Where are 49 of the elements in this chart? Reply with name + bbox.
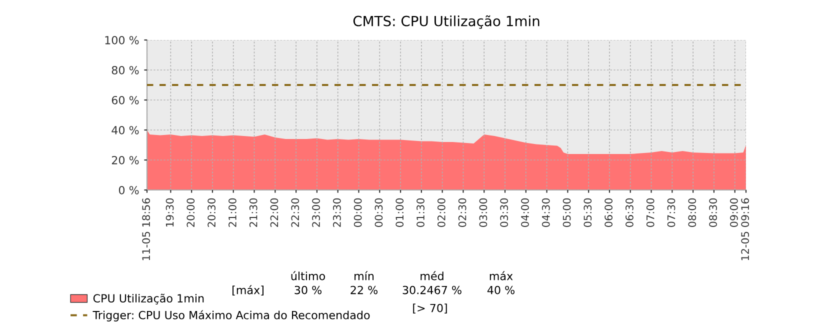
x-tick-label: 04:30 — [542, 198, 550, 227]
x-tick-label: 20:00 — [186, 198, 195, 227]
text: último — [291, 271, 325, 280]
text: 30.2467 % — [402, 286, 462, 294]
x-tick-label: 01:00 — [396, 198, 404, 227]
x-tick-label: 02:00 — [437, 198, 446, 227]
x-tick-label: 11-05 18:56 — [142, 198, 150, 260]
chart-title: CMTS: CPU Utilização 1min — [353, 15, 540, 29]
x-tick-label: 03:30 — [500, 198, 508, 227]
y-tick-label: 40 % — [112, 126, 139, 134]
x-tick-label: 06:00 — [604, 198, 613, 227]
x-tick-label: 04:00 — [521, 198, 529, 227]
x-tick-label: 05:30 — [584, 198, 592, 227]
text: [máx] — [232, 285, 264, 296]
x-tick-label: 21:30 — [249, 198, 258, 227]
y-tick-label: 0 % — [118, 186, 139, 194]
text: méd — [420, 271, 444, 280]
text: máx — [490, 271, 513, 280]
x-tick-label: 00:30 — [374, 198, 383, 227]
x-tick-label: 00:00 — [354, 198, 362, 227]
x-tick-label: 05:00 — [562, 198, 571, 227]
x-tick-label: 08:00 — [688, 198, 696, 227]
x-tick-label: 20:30 — [208, 198, 216, 227]
text: mín — [354, 271, 374, 280]
x-tick-label: 07:30 — [667, 198, 676, 227]
text: 40 % — [487, 286, 514, 294]
x-tick-label: 09:00 — [730, 198, 738, 227]
text: [> 70] — [413, 304, 447, 314]
x-tick-label: 01:30 — [416, 198, 424, 227]
legend-label: Trigger: CPU Uso Máximo Acima do Recomendado — [92, 310, 370, 322]
x-tick-label: 07:00 — [646, 198, 654, 227]
x-tick-label: 22:30 — [291, 198, 300, 227]
x-tick-label: 08:30 — [709, 198, 717, 227]
x-tick-label: 19:30 — [166, 198, 174, 227]
x-tick-label: 12-05 09:16 — [741, 198, 750, 260]
y-tick-label: 80 % — [112, 66, 139, 74]
x-tick-label: 21:00 — [228, 198, 236, 227]
x-tick-label: 23:00 — [312, 198, 320, 227]
x-tick-label: 22:00 — [270, 198, 278, 227]
y-tick-label: 100 % — [105, 36, 139, 44]
text: 30 % — [294, 286, 322, 294]
y-tick-label: 20 % — [112, 156, 139, 164]
y-tick-label: 60 % — [112, 96, 139, 104]
x-tick-label: 02:30 — [458, 198, 466, 227]
x-tick-label: 06:30 — [626, 198, 634, 227]
x-tick-label: 23:30 — [332, 198, 341, 227]
text: 22 % — [350, 286, 378, 294]
x-tick-label: 03:00 — [479, 198, 488, 227]
legend-label: CPU Utilização 1min — [93, 294, 204, 305]
